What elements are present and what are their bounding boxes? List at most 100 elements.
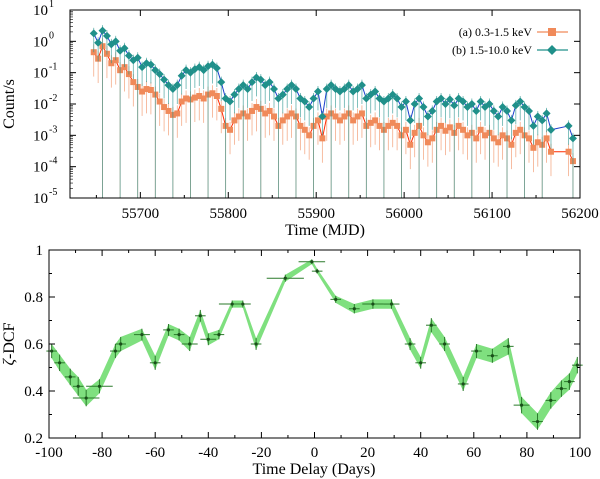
light-curve-y-tick-label: 10: [33, 34, 48, 50]
light-curve-panel: 55700 55800 55900 56000 56100 56200 10 110 010-…: [1, 0, 599, 239]
data-point: [284, 113, 291, 120]
data-point: [234, 85, 243, 94]
dcf-point-marker: [188, 342, 192, 346]
data-point: [340, 85, 349, 94]
data-point: [547, 148, 554, 155]
data-point: [438, 122, 445, 129]
light-curve-x-tick-label: 56200: [561, 206, 599, 222]
dcf-point-marker: [535, 419, 540, 424]
data-point: [407, 141, 414, 148]
data-point: [538, 116, 547, 125]
data-point: [423, 112, 432, 121]
data-point: [495, 139, 502, 146]
data-point: [212, 64, 221, 73]
data-point: [372, 117, 379, 124]
light-curve-y-tick-exponent: -4: [49, 156, 57, 167]
data-point: [174, 110, 181, 117]
light-curve-y-tick-exponent: 1: [49, 0, 54, 10]
data-point: [226, 97, 235, 106]
data-point: [542, 109, 551, 118]
data-point: [568, 134, 577, 143]
data-point: [357, 81, 366, 90]
dcf-point-marker: [389, 302, 394, 306]
data-point: [445, 95, 454, 104]
dcf-y-tick-label: 1: [36, 243, 44, 259]
dcf-point: [173, 328, 185, 341]
data-point: [460, 126, 467, 133]
data-point: [209, 90, 216, 97]
data-point: [332, 113, 339, 120]
dcf-point: [163, 324, 174, 336]
dcf-point: [110, 344, 121, 359]
data-point: [402, 126, 409, 133]
data-point: [130, 79, 137, 86]
dcf-point-marker: [334, 297, 338, 301]
dcf-point: [383, 299, 400, 309]
light-curve-x-tick-label: 55900: [297, 206, 335, 222]
dcf-point: [439, 336, 450, 352]
data-point: [358, 110, 365, 117]
data-point: [530, 144, 537, 151]
dcf-point-marker: [97, 384, 102, 388]
data-point: [155, 70, 164, 79]
data-point: [511, 101, 520, 110]
light-curve-y-tick-exponent: -5: [49, 187, 57, 198]
dcf-y-tick-label: 0.6: [24, 337, 43, 353]
data-point: [199, 66, 208, 75]
data-point: [485, 100, 494, 108]
data-point: [441, 100, 450, 108]
data-point: [239, 81, 248, 90]
dcf-point-marker: [254, 342, 258, 346]
data-point: [467, 100, 476, 108]
light-curve-x-tick-label: 55700: [122, 206, 160, 222]
data-point: [102, 31, 111, 40]
data-point: [124, 51, 133, 60]
data-point: [384, 94, 393, 103]
data-point: [270, 85, 278, 94]
data-point: [200, 95, 207, 102]
data-point: [173, 81, 182, 90]
dcf-point: [181, 336, 198, 352]
data-point: [231, 117, 238, 124]
dcf-point-marker: [315, 269, 319, 273]
data-point: [138, 63, 147, 72]
series-soft: [90, 38, 576, 198]
data-point: [253, 104, 260, 111]
data-point: [446, 124, 453, 131]
light-curve-y-label: Count/s: [1, 79, 18, 129]
data-point: [305, 103, 314, 112]
data-point: [256, 75, 265, 84]
data-point: [490, 135, 497, 142]
data-point: [262, 110, 269, 117]
data-point: [508, 141, 515, 148]
data-point: [393, 94, 402, 103]
data-point: [476, 97, 485, 106]
data-point: [388, 90, 397, 99]
data-point: [297, 122, 304, 129]
data-point: [217, 78, 226, 87]
legend-label-a: (a) 0.3-1.5 keV: [459, 25, 533, 39]
dcf-point: [266, 274, 304, 282]
data-point: [477, 126, 484, 133]
data-point: [177, 71, 186, 80]
data-point: [248, 78, 257, 87]
legend-marker-b: [547, 45, 557, 55]
dcf-point: [149, 355, 161, 370]
data-point: [437, 94, 446, 103]
dcf-point-marker: [567, 380, 571, 384]
dcf-y-tick-label: 0.8: [24, 290, 43, 306]
data-point: [327, 81, 336, 90]
dcf-y-label: ζ-DCF: [1, 322, 18, 365]
data-point: [482, 132, 489, 139]
data-point: [313, 87, 322, 96]
dcf-confidence-band: [51, 259, 578, 430]
dcf-panel: -100 -80 -60 -40 -20 0 20 40 60 80 100 0.20.40.60.…: [1, 243, 591, 478]
dcf-point-marker: [76, 384, 80, 388]
data-point: [243, 85, 252, 94]
dcf-point: [349, 304, 360, 314]
data-point: [191, 94, 198, 101]
data-point: [498, 103, 507, 112]
data-point: [353, 85, 362, 94]
data-point: [459, 97, 468, 106]
